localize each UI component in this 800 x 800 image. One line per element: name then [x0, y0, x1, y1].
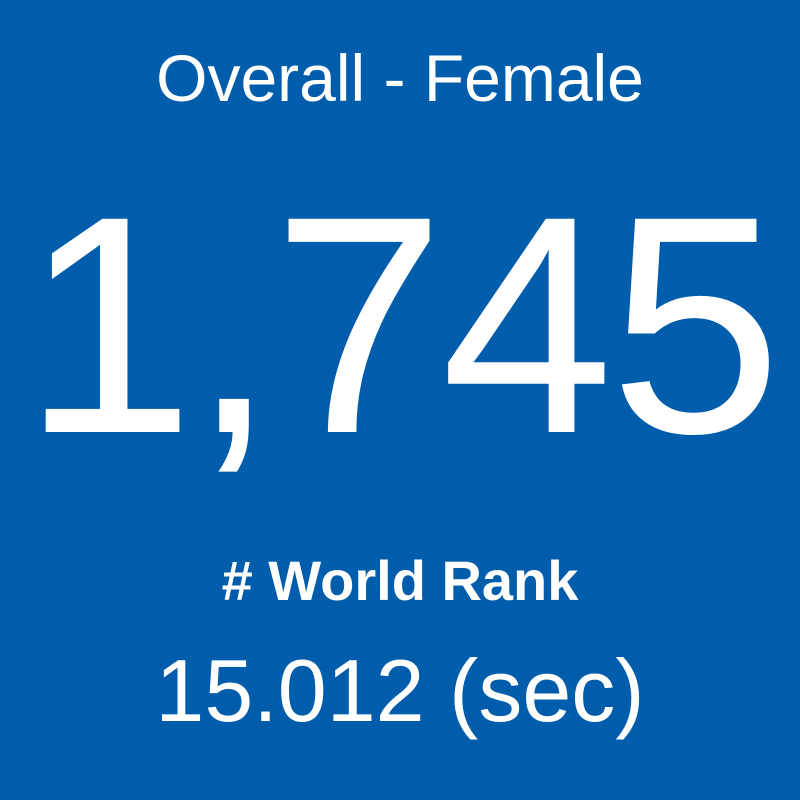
rank-label: # World Rank	[221, 549, 579, 612]
rank-value: 1,745	[22, 151, 782, 498]
time-value: 15.012 (sec)	[155, 641, 645, 740]
tile-title: Overall - Female	[156, 41, 644, 115]
